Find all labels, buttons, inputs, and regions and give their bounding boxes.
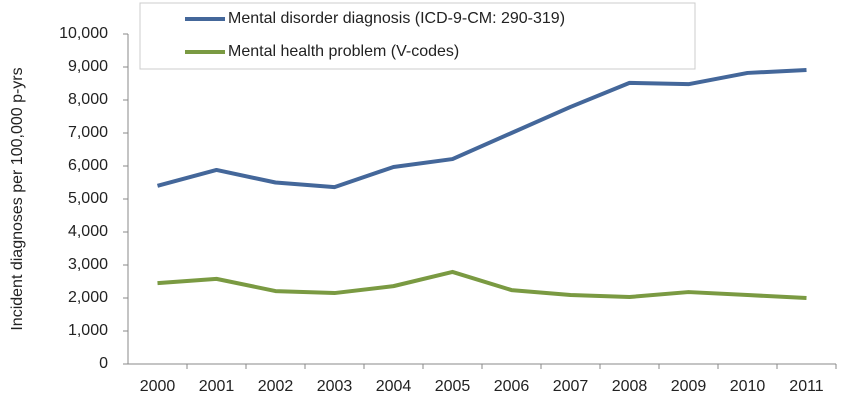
y-tick-label: 1,000 [68,322,108,339]
x-tick-label: 2011 [789,378,824,395]
x-tick-label: 2005 [435,378,471,395]
x-tick-label: 2000 [140,378,176,395]
y-tick-label: 2,000 [68,289,108,306]
x-tick-label: 2006 [494,378,530,395]
legend-box [139,2,696,70]
y-tick-label: 6,000 [68,157,108,174]
legend-label: Mental disorder diagnosis (ICD-9-CM: 290… [228,10,565,27]
x-tick-label: 2008 [612,378,648,395]
x-tick-label: 2009 [671,378,707,395]
x-tick-label: 2010 [730,378,766,395]
data-line [157,269,807,300]
y-tick-label: 8,000 [68,91,108,108]
y-tick-label: 7,000 [68,124,108,141]
y-tick-label: 0 [99,355,108,372]
x-tick-label: 2002 [258,378,294,395]
x-tick-label: 2007 [553,378,589,395]
x-tick-label: 2003 [317,378,353,395]
y-tick-label: 4,000 [68,223,108,240]
y-tick-label: 5,000 [68,190,108,207]
data-line [156,67,807,190]
x-tick-label: 2004 [376,378,412,395]
x-tick-label: 2001 [199,378,235,395]
legend-label: Mental health problem (V-codes) [228,43,459,60]
y-tick-label: 9,000 [68,58,108,75]
y-tick-label: 3,000 [68,256,108,273]
y-tick-label: 10,000 [59,25,108,42]
y-axis-title: Incident diagnoses per 100,000 p-yrs [9,67,26,330]
